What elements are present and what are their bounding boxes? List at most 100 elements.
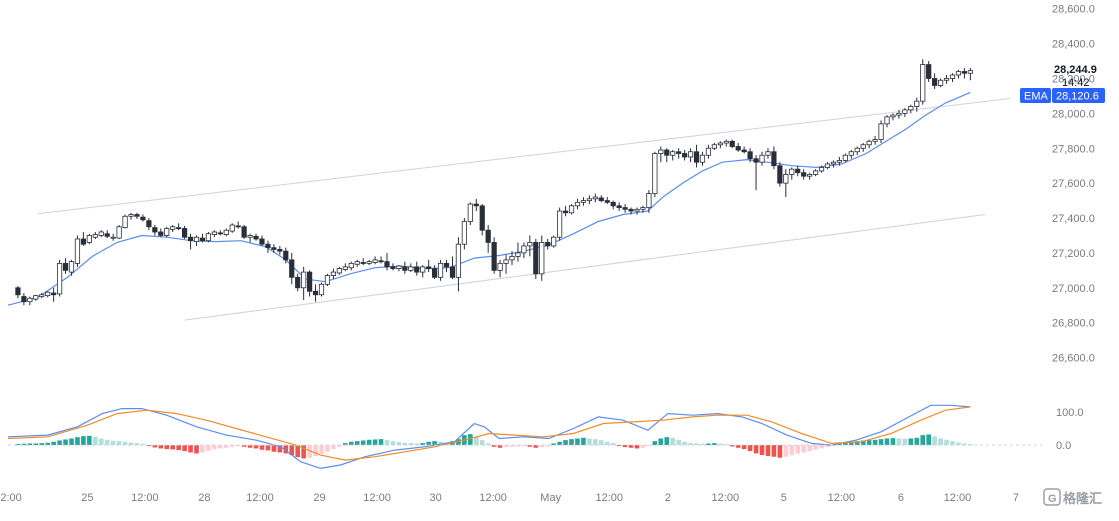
candle [455, 237, 462, 292]
price-tick-label: 26,600.0 [1052, 353, 1095, 365]
candle-body [396, 265, 402, 270]
candle-body [277, 249, 283, 252]
histogram-bar [57, 440, 62, 446]
candle-body [807, 174, 813, 177]
histogram-bar [182, 445, 187, 452]
candle [699, 151, 706, 166]
candle [235, 221, 241, 229]
candle-body [420, 266, 426, 273]
candle [634, 207, 640, 215]
histogram-bar [360, 440, 366, 446]
candle [551, 235, 557, 248]
histogram-bar [27, 443, 33, 446]
candle-body [622, 207, 628, 210]
candle-body [170, 226, 176, 230]
histogram-bar [372, 439, 378, 446]
price-tick-label: 27,200.0 [1052, 248, 1095, 260]
histogram-bar [473, 436, 479, 446]
histogram-bar [63, 439, 68, 446]
candle [176, 223, 182, 231]
ema-price-tag: EMA 28,120.6 [1020, 88, 1105, 103]
candle-body [812, 170, 819, 175]
candle [170, 225, 176, 232]
histogram-bar [15, 444, 21, 446]
time-tick-label: 2 [665, 492, 671, 504]
candle [128, 212, 134, 220]
candle [682, 150, 688, 161]
candle-body [926, 64, 932, 79]
candle [521, 242, 527, 259]
price-tick-label: 27,000.0 [1052, 283, 1095, 295]
candle-body [604, 200, 610, 203]
candle [265, 240, 271, 253]
candle [759, 151, 765, 166]
candle-body [461, 221, 467, 245]
candle [586, 195, 592, 205]
candle-body [330, 271, 337, 276]
histogram-bar [81, 436, 86, 446]
price-axis: 26,600.0 26,800.0 27,000.0 27,200.0 27,400.0… [1052, 4, 1095, 365]
candle [604, 197, 610, 205]
candle [56, 259, 63, 297]
candle-body [384, 261, 390, 268]
candle-body [955, 71, 962, 76]
candle [467, 202, 473, 225]
histogram-bar [384, 440, 390, 446]
histogram-bar [801, 445, 806, 453]
candle-body [795, 168, 801, 174]
candle [872, 136, 878, 145]
candle-body [217, 232, 223, 235]
candle-body [235, 225, 241, 228]
histogram-bar [646, 445, 652, 446]
candle [45, 291, 51, 298]
histogram-bar [176, 445, 181, 451]
candle-body [943, 78, 950, 81]
histogram-bar [468, 434, 473, 446]
candle-body [158, 231, 164, 236]
histogram-bar [729, 445, 735, 447]
candle-body [253, 235, 259, 240]
histogram-bar [557, 441, 562, 446]
histogram-bar [902, 438, 908, 446]
candle [193, 235, 200, 246]
watermark-text: 格隆汇 [1063, 491, 1102, 506]
histogram-bar [938, 438, 943, 446]
histogram-bar [604, 441, 610, 446]
candle-body [15, 287, 21, 296]
histogram-bar [712, 443, 717, 446]
histogram-bar [426, 441, 431, 446]
candle [705, 144, 712, 159]
histogram-bar [420, 443, 426, 446]
candle [21, 293, 27, 306]
candle-body [449, 266, 456, 278]
histogram-bar [825, 445, 830, 448]
candle [461, 218, 467, 250]
candle-body [872, 139, 878, 142]
candle [503, 254, 509, 274]
candle-body [687, 151, 694, 158]
histogram-bar [735, 445, 741, 448]
candle-body [259, 238, 265, 245]
macd-histogram: 0.0 100.0 [15, 407, 1084, 459]
candle-body [181, 228, 188, 238]
histogram-bar [849, 441, 854, 446]
candle [842, 153, 848, 163]
candle-body [51, 292, 57, 296]
histogram-bar [75, 437, 80, 446]
histogram-bar [700, 443, 705, 446]
candle [366, 259, 372, 266]
histogram-bar [890, 438, 896, 446]
histogram-bar [932, 436, 937, 446]
candle [729, 139, 735, 149]
candle-body [896, 112, 902, 116]
candle-body [515, 252, 521, 257]
candle-body [717, 142, 723, 146]
candle [676, 148, 682, 159]
histogram-bar [277, 445, 283, 453]
histogram-bar [206, 445, 211, 451]
price-tick-label: 28,400.0 [1052, 39, 1095, 51]
candle [378, 256, 384, 264]
histogram-bar [140, 443, 146, 446]
candle-body [610, 201, 616, 207]
candle [324, 273, 331, 287]
